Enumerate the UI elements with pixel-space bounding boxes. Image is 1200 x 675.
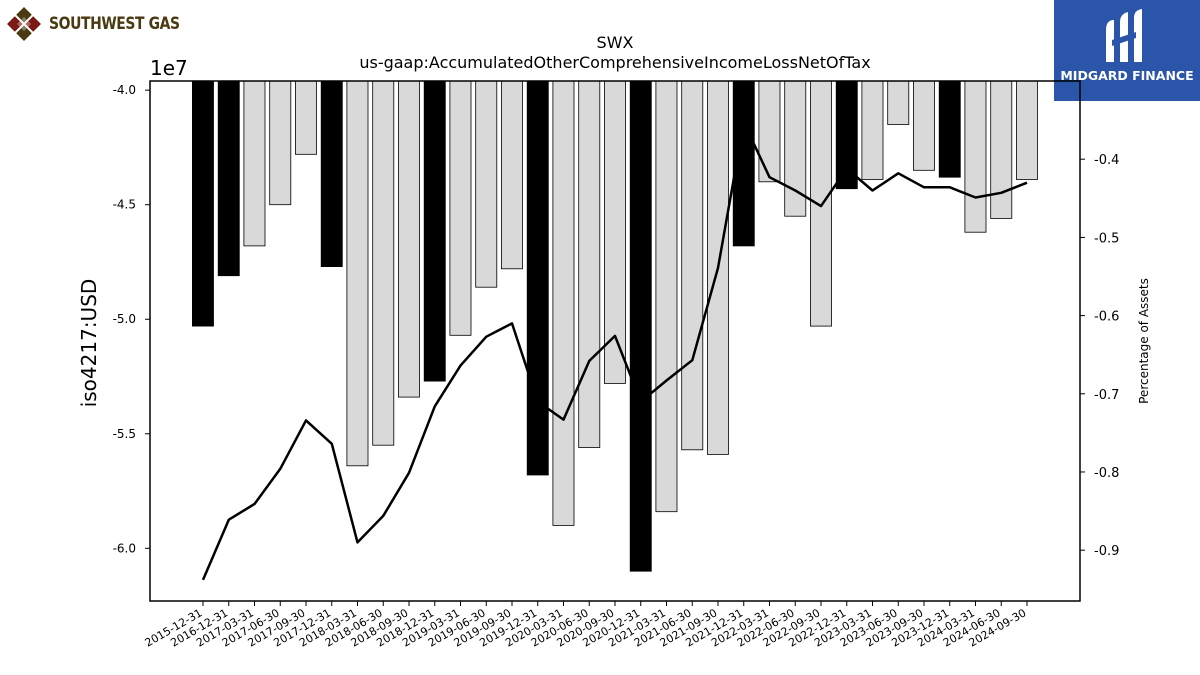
bar-2020-03-31 xyxy=(552,80,575,526)
bar-2015-12-31 xyxy=(191,80,214,327)
bar-2022-03-31 xyxy=(758,80,781,183)
midgard-logo: MIDGARD FINANCE xyxy=(1054,0,1200,101)
bar-2017-06-30 xyxy=(269,80,292,206)
y-axis-label: iso4217:USD xyxy=(77,279,101,408)
y-tick-label: -4.5 xyxy=(113,198,136,212)
company-logo-text: SOUTHWEST GAS xyxy=(49,14,180,34)
bar-2022-09-30 xyxy=(810,80,832,327)
line-layer xyxy=(201,121,1028,581)
bars-layer xyxy=(191,80,1038,572)
bar-2019-12-31 xyxy=(526,80,549,476)
bar-2017-12-31 xyxy=(320,80,343,268)
bar-2018-12-31 xyxy=(423,80,446,382)
bar-2018-03-31 xyxy=(346,80,369,467)
bar-2022-12-31 xyxy=(835,80,858,190)
bar-2024-03-31 xyxy=(964,80,987,233)
y-tick-label: -5.5 xyxy=(113,427,136,441)
bar-2019-03-31 xyxy=(449,80,472,336)
y2-tick-label: -0.5 xyxy=(1094,231,1119,246)
y2-tick-label: -0.4 xyxy=(1094,153,1119,168)
bar-2024-09-30 xyxy=(1016,80,1038,180)
y2-ticks-layer: -0.4 -0.5 -0.6 -0.7 -0.8 -0.9 xyxy=(1080,153,1119,559)
bar-2023-09-30 xyxy=(913,80,935,171)
bar-2021-03-31 xyxy=(655,80,678,513)
bar-2023-12-31 xyxy=(938,80,961,178)
bar-2024-06-30 xyxy=(990,80,1013,219)
bar-2023-06-30 xyxy=(887,80,910,125)
percentage-line xyxy=(201,121,1028,581)
y-tick-label: -4.0 xyxy=(113,83,136,97)
midgard-logo-text: MIDGARD FINANCE xyxy=(1060,68,1194,83)
y-offset-label: 1e7 xyxy=(150,56,188,80)
diamond-grid-icon xyxy=(7,7,41,41)
bar-2019-06-30 xyxy=(475,80,498,288)
chart-subtitle: us-gaap:AccumulatedOtherComprehensiveInc… xyxy=(359,53,870,72)
bar-2016-12-31 xyxy=(217,80,240,277)
bar-2017-09-30 xyxy=(294,80,317,155)
x-ticks-layer: 2015-12-312016-12-312017-03-312017-06-30… xyxy=(143,601,1029,650)
bar-2017-03-31 xyxy=(243,80,266,247)
chart-title: SWX xyxy=(597,33,634,52)
bar-2018-09-30 xyxy=(397,80,420,398)
company-logo: SOUTHWEST GAS xyxy=(4,4,204,44)
bar-2020-06-30 xyxy=(578,80,601,448)
y-tick-label: -5.0 xyxy=(113,312,136,326)
bar-2023-03-31 xyxy=(861,80,884,180)
y2-axis-label: Percentage of Assets xyxy=(1137,278,1151,404)
bar-2021-06-30 xyxy=(681,80,704,451)
y2-tick-label: -0.8 xyxy=(1094,466,1119,481)
midgard-m-icon xyxy=(1106,9,1142,62)
bar-2018-06-30 xyxy=(372,80,395,446)
y-tick-label: -6.0 xyxy=(113,541,136,555)
y2-tick-label: -0.7 xyxy=(1094,388,1119,403)
y-ticks-layer: -4.0 -4.5 -5.0 -5.5 -6.0 xyxy=(113,83,150,555)
bar-2020-12-31 xyxy=(629,80,652,572)
y2-tick-label: -0.9 xyxy=(1094,544,1119,559)
y2-tick-label: -0.6 xyxy=(1094,310,1119,325)
bar-2019-09-30 xyxy=(500,80,523,270)
